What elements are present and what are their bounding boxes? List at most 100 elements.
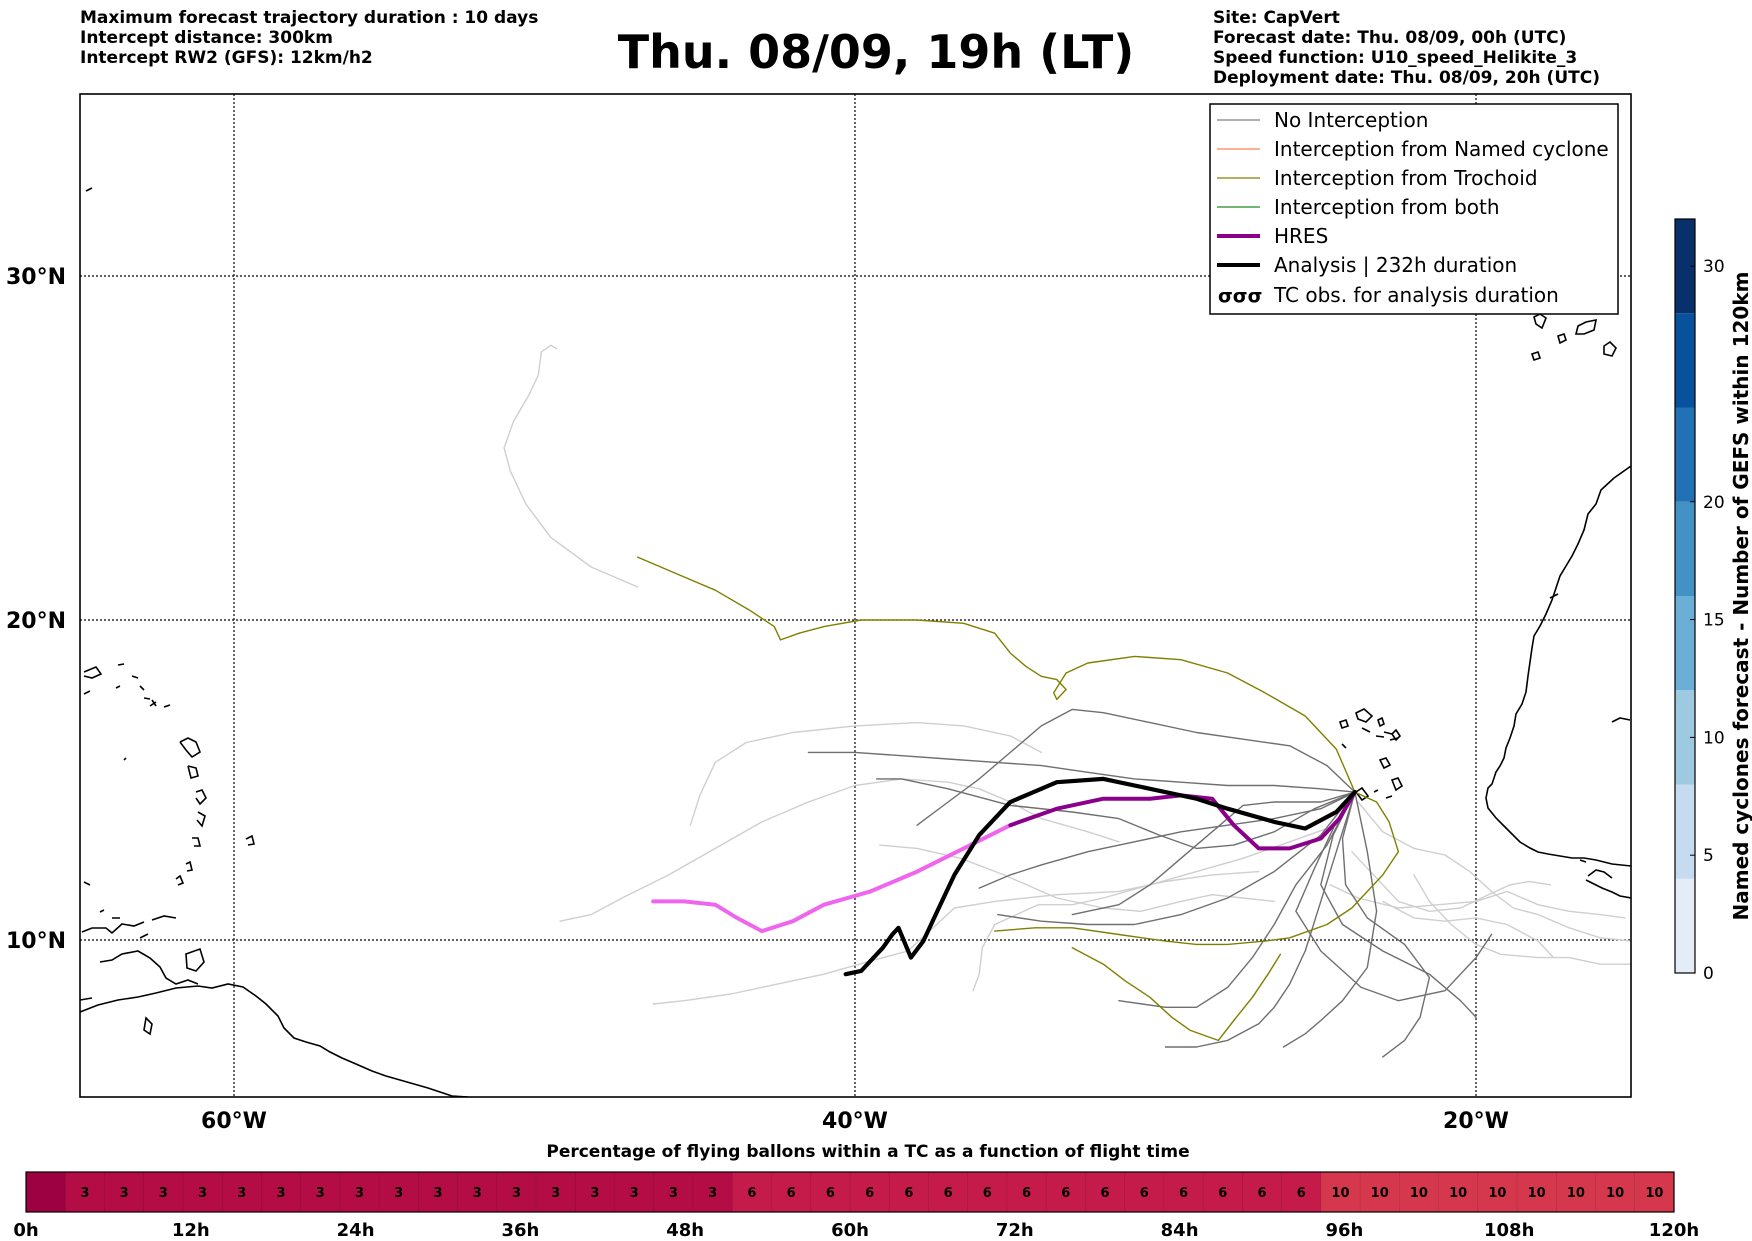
colorbar-band-0	[1675, 878, 1695, 973]
timeline-frame	[25, 1171, 1675, 1213]
colorbar-tick-label-0: 0	[1703, 964, 1714, 984]
timeline-cell-28	[1124, 1171, 1165, 1213]
timeline-cell-label-9: 3	[394, 1186, 403, 1201]
param-trajectory-duration: Maximum forecast trajectory duration : 1…	[80, 8, 539, 28]
trajectory-no-interception-8	[876, 778, 1356, 850]
trajectory-light-6	[1382, 900, 1555, 959]
param-intercept-rw2: Intercept RW2 (GFS): 12km/h2	[80, 48, 373, 68]
legend-label-both: Interception from both	[1274, 195, 1500, 219]
colorbar-band-3	[1675, 596, 1695, 691]
timeline-ticks: 0h 12h 24h 36h 48h 60h 72h 84h 96h 108h 120h	[13, 1220, 1699, 1241]
timeline-cell-label-22: 6	[904, 1186, 913, 1201]
colorbar-tick-label-5: 30	[1703, 257, 1725, 277]
timeline-cell-20	[810, 1171, 851, 1213]
timeline-cell-label-15: 3	[630, 1186, 639, 1201]
timeline-cell-22	[888, 1171, 930, 1213]
colorbar-band-2	[1675, 690, 1695, 785]
info-site: Site: CapVert	[1213, 8, 1340, 28]
trajectories	[503, 344, 1631, 1058]
timeline-tick-5: 60h	[831, 1220, 869, 1241]
coastlines	[80, 187, 1631, 1097]
timeline-cell-label-20: 6	[826, 1186, 835, 1201]
trajectory-trochoid-2	[1071, 947, 1282, 1042]
colorbar-band-6	[1675, 313, 1695, 408]
coast-venezuela-shelf	[80, 950, 199, 1001]
coast-cape-verde	[1338, 708, 1404, 802]
timeline-cell-34	[1359, 1171, 1400, 1213]
timeline-cell-19	[771, 1171, 812, 1213]
legend-label-named-cyclone: Interception from Named cyclone	[1274, 137, 1609, 161]
timeline-cell-label-3: 3	[159, 1186, 168, 1201]
trajectory-no-interception-11	[1341, 791, 1431, 1058]
flight-time-bar: Percentage of flying ballons within a TC…	[13, 1142, 1699, 1241]
trajectory-light-1	[689, 721, 1042, 826]
timeline-cell-label-8: 3	[355, 1186, 364, 1201]
timeline-cell-label-18: 6	[747, 1186, 756, 1201]
timeline-cell-label-31: 6	[1257, 1186, 1266, 1201]
coast-south-america	[80, 983, 469, 1097]
timeline-tick-9: 108h	[1484, 1220, 1534, 1241]
timeline-cell-label-23: 6	[944, 1186, 953, 1201]
colorbar-title: Named cyclones forecast - Number of GEFS…	[1729, 272, 1752, 921]
timeline-cell-label-25: 6	[1022, 1186, 1031, 1201]
timeline-tick-10: 120h	[1649, 1220, 1699, 1241]
timeline-cell-37	[1477, 1171, 1518, 1213]
timeline-cell-label-32: 6	[1297, 1186, 1306, 1201]
timeline-cell-label-16: 3	[669, 1186, 678, 1201]
timeline-tick-6: 72h	[996, 1220, 1034, 1241]
timeline-cell-label-12: 3	[512, 1186, 521, 1201]
timeline-cell-label-21: 6	[865, 1186, 874, 1201]
timeline-cell-9	[378, 1171, 419, 1213]
trajectory-light-5	[1413, 874, 1631, 965]
timeline-tick-2: 24h	[337, 1220, 375, 1241]
info-deployment-date: Deployment date: Thu. 08/09, 20h (UTC)	[1213, 68, 1600, 88]
timeline-cell-label-7: 3	[316, 1186, 325, 1201]
timeline-cell-label-11: 3	[473, 1186, 482, 1201]
trajectory-light-2	[972, 824, 1337, 992]
timeline-cell-label-14: 3	[590, 1186, 599, 1201]
trajectory-no-interception-10	[1071, 791, 1356, 916]
trajectory-no-interception-1	[807, 751, 1356, 793]
trajectory-no-interception-7	[1282, 791, 1378, 1048]
timeline-cell-label-19: 6	[787, 1186, 796, 1201]
coast-africa-islands	[85, 187, 1631, 863]
lat-label-20n: 20°N	[6, 609, 66, 634]
trajectory-no-interception-5	[997, 791, 1356, 926]
info-forecast-date: Forecast date: Thu. 08/09, 00h (UTC)	[1213, 28, 1567, 48]
coast-africa-bijagos	[1585, 869, 1631, 899]
colorbar-frame	[1674, 218, 1696, 974]
colorbar-tick-label-2: 10	[1703, 728, 1725, 748]
timeline-cell-label-17: 3	[708, 1186, 717, 1201]
legend-box	[1209, 103, 1619, 315]
timeline-cell-label-28: 6	[1140, 1186, 1149, 1201]
colorbar-band-1	[1675, 784, 1695, 879]
trajectory-hres-extended	[651, 823, 1013, 934]
trajectory-trochoid-1	[636, 556, 1356, 793]
trajectory-light-7	[1351, 851, 1552, 912]
coast-caribbean-shore	[81, 915, 177, 935]
timeline-cell-label-13: 3	[551, 1186, 560, 1201]
param-intercept-distance: Intercept distance: 300km	[80, 28, 333, 48]
info-speed-function: Speed function: U10_speed_Helikite_3	[1213, 48, 1578, 68]
timeline-cell-label-6: 3	[277, 1186, 286, 1201]
timeline-cell-label-26: 6	[1061, 1186, 1070, 1201]
trajectory-analysis	[843, 776, 1357, 977]
colorbar-tick-label-4: 20	[1703, 493, 1725, 513]
map-title: Thu. 08/09, 19h (LT)	[617, 25, 1135, 79]
timeline-tick-8: 96h	[1325, 1220, 1363, 1241]
lon-label-60w: 60°W	[201, 1109, 267, 1134]
timeline-title: Percentage of flying ballons within a TC…	[546, 1142, 1189, 1162]
timeline-cell-label-5: 3	[237, 1186, 246, 1201]
timeline-tick-0: 0h	[13, 1220, 38, 1241]
trajectory-light-0	[559, 778, 1120, 922]
colorbar-ticks: 0 5 10 15 20 30	[1690, 257, 1725, 984]
coast-trinidad	[185, 947, 205, 972]
timeline-cell-27	[1085, 1171, 1126, 1213]
timeline-cell-label-24: 6	[983, 1186, 992, 1201]
timeline-cell-0	[25, 1171, 66, 1213]
colorbar-tick-label-1: 5	[1703, 846, 1714, 866]
timeline-cell-13	[535, 1171, 576, 1213]
trajectory-no-interception-9	[1320, 791, 1477, 1018]
trajectory-trochoid-0	[994, 791, 1400, 946]
